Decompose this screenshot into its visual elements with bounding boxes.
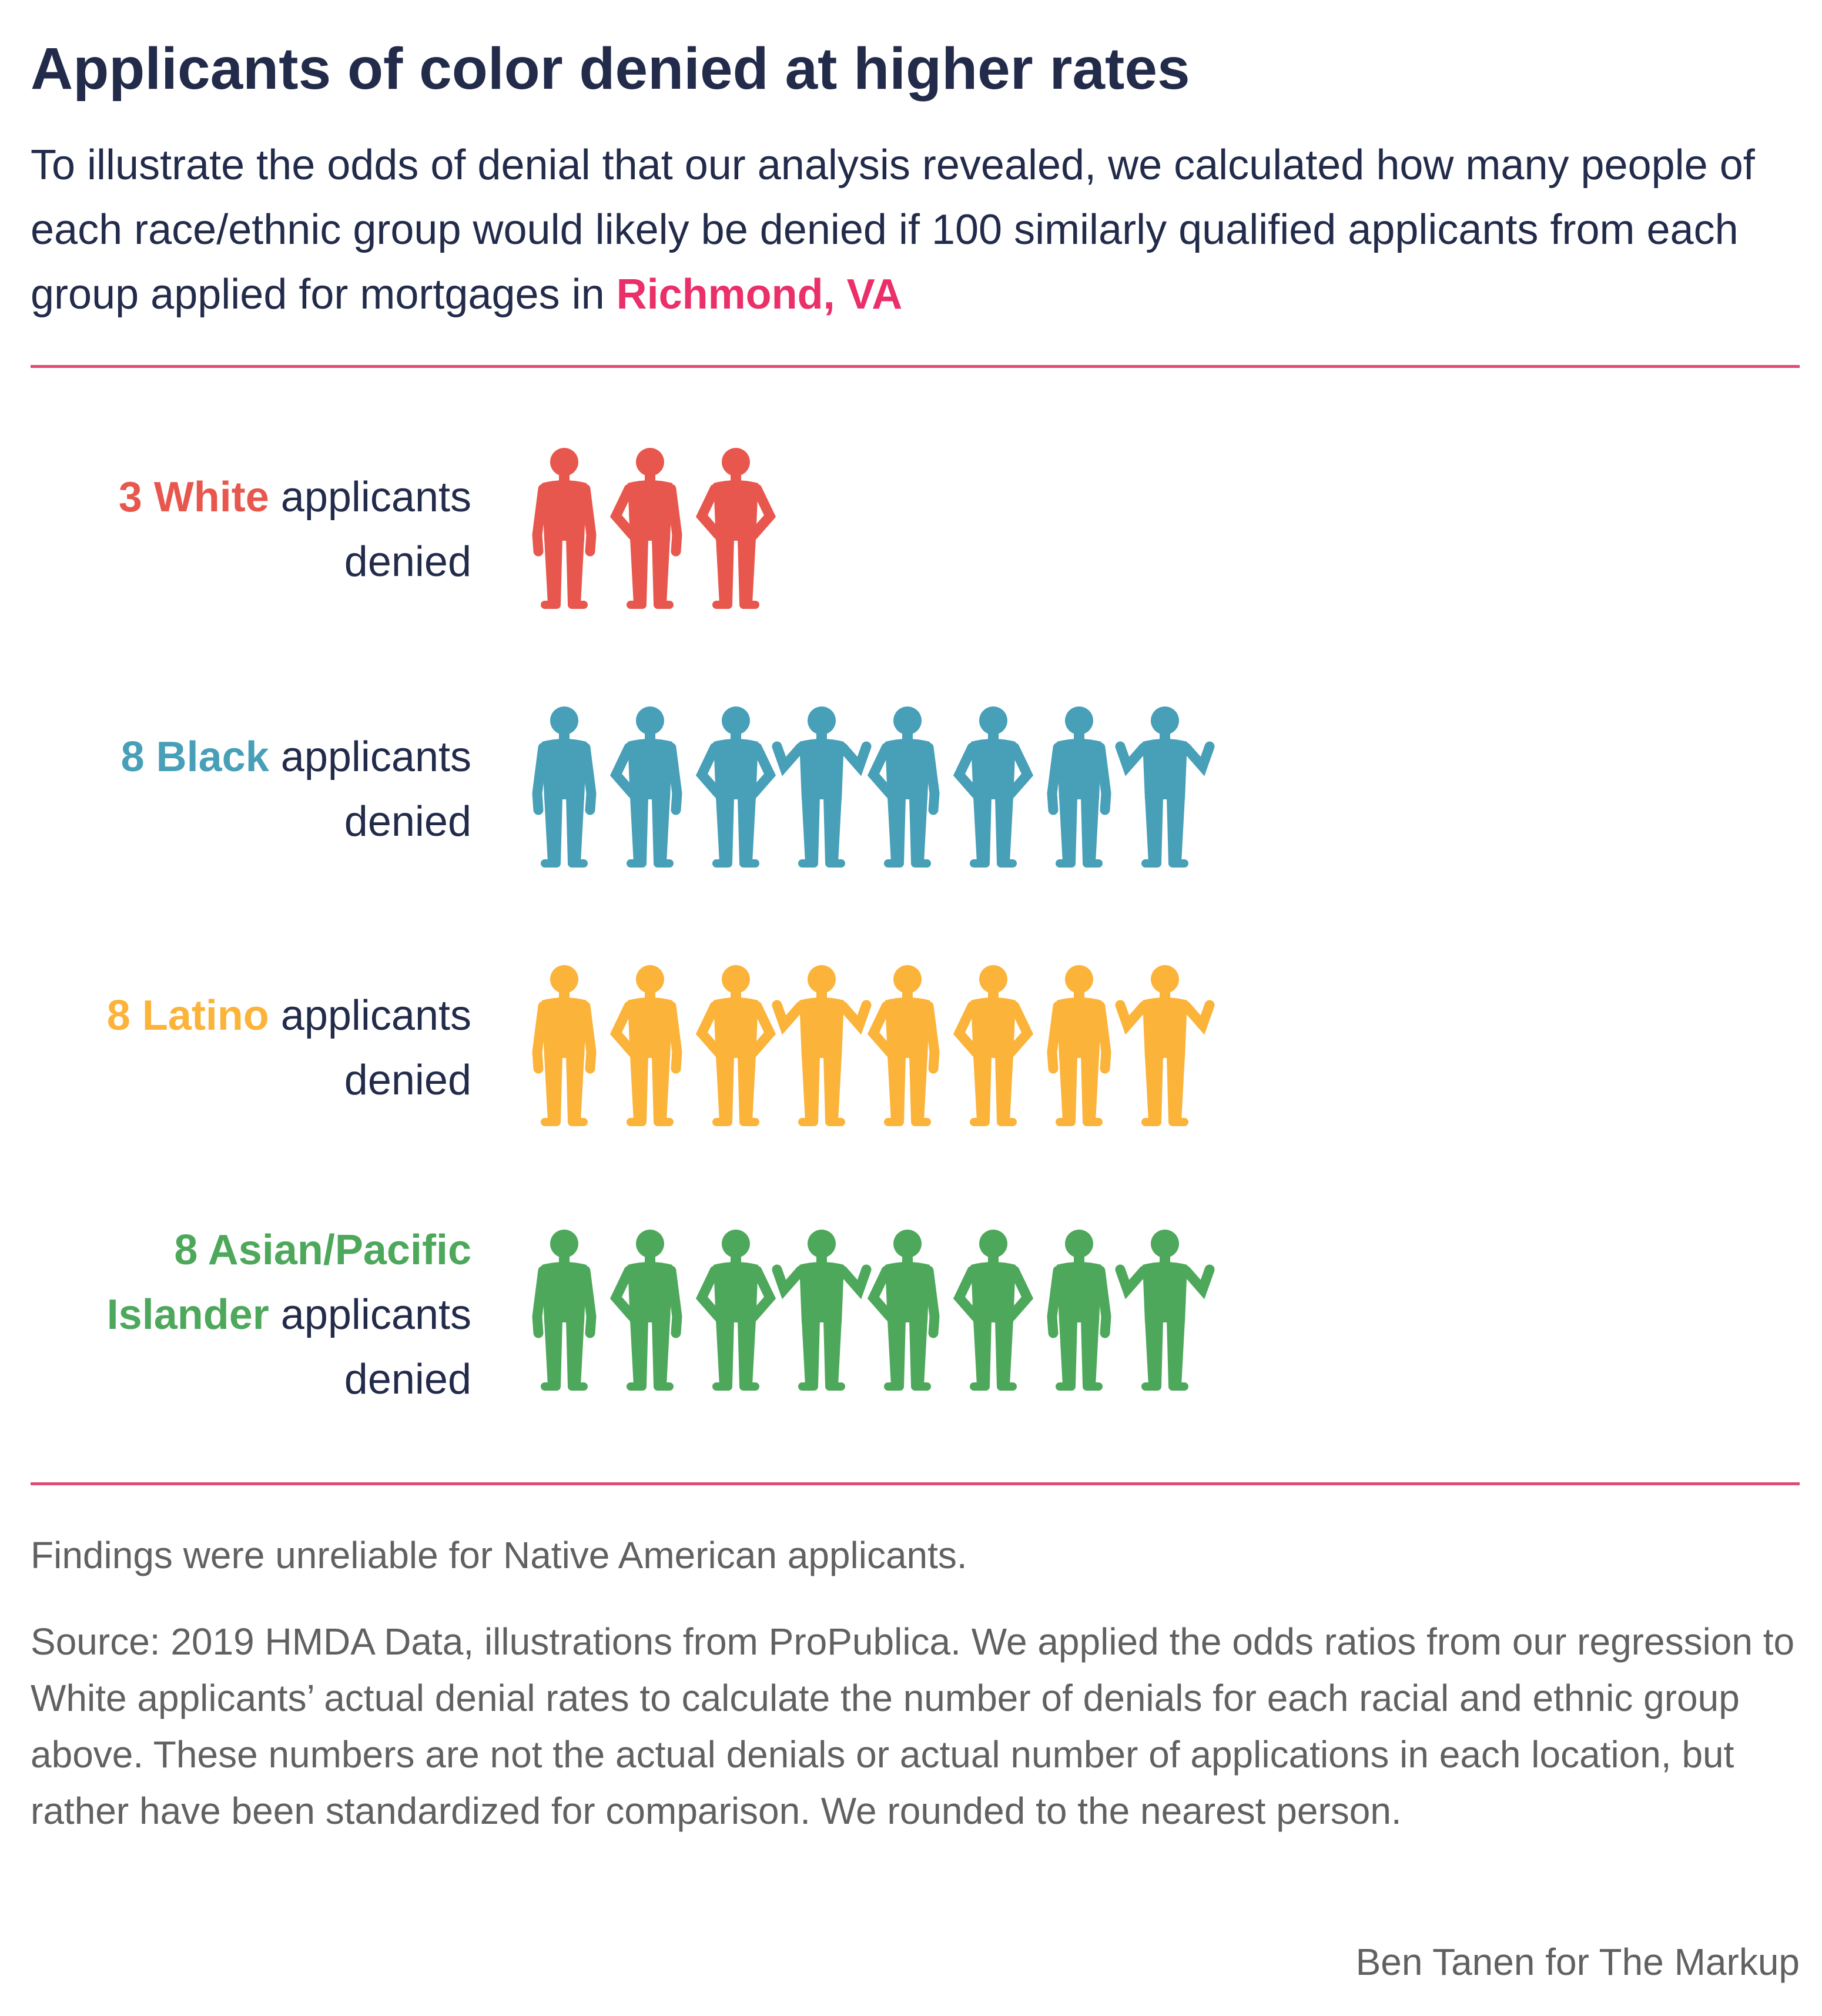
row-group-latino: 8 Latino bbox=[106, 992, 269, 1039]
person-icon-black-4 bbox=[772, 706, 872, 868]
subtitle-text: To illustrate the odds of denial that ou… bbox=[31, 142, 1755, 318]
person-icon-latino-2 bbox=[609, 965, 682, 1126]
row-denied-black: denied bbox=[344, 798, 471, 845]
row-group-black: 8 Black bbox=[120, 734, 269, 781]
person-icon-black-5 bbox=[867, 706, 940, 868]
person-icon-white-1 bbox=[532, 448, 597, 609]
person-icon-asian-1 bbox=[532, 1230, 597, 1391]
row-suffix-asian: applicants bbox=[269, 1291, 471, 1338]
person-icon-asian-5 bbox=[867, 1230, 940, 1391]
person-icon-asian-3 bbox=[695, 1230, 776, 1391]
person-icon-latino-3 bbox=[695, 965, 776, 1126]
person-icon-black-6 bbox=[953, 706, 1034, 868]
source-note: Source: 2019 HMDA Data, illustrations fr… bbox=[31, 1620, 1795, 1832]
person-icon-latino-4 bbox=[772, 965, 872, 1126]
pictogram-figures bbox=[532, 448, 1215, 1391]
row-label-black: 8 Black applicants denied bbox=[25, 725, 471, 854]
person-icon-latino-5 bbox=[867, 965, 940, 1126]
row-label-white: 3 White applicants denied bbox=[25, 465, 471, 594]
top-divider bbox=[31, 365, 1800, 368]
row-label-asian: 8 Asian/Pacific Islander applicants deni… bbox=[25, 1218, 471, 1412]
row-group-white: 3 White bbox=[118, 474, 269, 521]
person-icon-black-3 bbox=[695, 706, 776, 868]
row-group-asian-line2: Islander bbox=[106, 1291, 269, 1338]
person-icon-black-7 bbox=[1047, 706, 1111, 868]
person-icon-asian-8 bbox=[1115, 1230, 1215, 1391]
person-icon-latino-1 bbox=[532, 965, 597, 1126]
person-icon-black-8 bbox=[1115, 706, 1215, 868]
row-suffix-latino: applicants bbox=[269, 992, 471, 1039]
bottom-divider bbox=[31, 1482, 1800, 1485]
person-icon-white-3 bbox=[695, 448, 776, 609]
person-icon-white-2 bbox=[609, 448, 682, 609]
row-label-latino: 8 Latino applicants denied bbox=[25, 983, 471, 1113]
row-denied-asian: denied bbox=[344, 1356, 471, 1403]
person-icon-black-2 bbox=[609, 706, 682, 868]
row-suffix-black: applicants bbox=[269, 734, 471, 781]
person-icon-asian-7 bbox=[1047, 1230, 1111, 1391]
chart-subtitle: To illustrate the odds of denial that ou… bbox=[31, 133, 1794, 327]
person-icon-latino-6 bbox=[953, 965, 1034, 1126]
person-icon-latino-7 bbox=[1047, 965, 1111, 1126]
row-group-asian-line1: 8 Asian/Pacific bbox=[174, 1227, 471, 1274]
person-icon-asian-2 bbox=[609, 1230, 682, 1391]
location-highlight: Richmond, VA bbox=[616, 271, 903, 318]
person-icon-black-1 bbox=[532, 706, 597, 868]
chart-title: Applicants of color denied at higher rat… bbox=[31, 36, 1190, 102]
person-icon-asian-6 bbox=[953, 1230, 1034, 1391]
person-icon-latino-8 bbox=[1115, 965, 1215, 1126]
row-denied-latino: denied bbox=[344, 1057, 471, 1104]
person-icon-asian-4 bbox=[772, 1230, 872, 1391]
row-suffix-white: applicants bbox=[269, 474, 471, 521]
row-denied-white: denied bbox=[344, 538, 471, 585]
credit: Ben Tanen for The Markup bbox=[1355, 1941, 1800, 1983]
footnote: Findings were unreliable for Native Amer… bbox=[31, 1534, 967, 1576]
